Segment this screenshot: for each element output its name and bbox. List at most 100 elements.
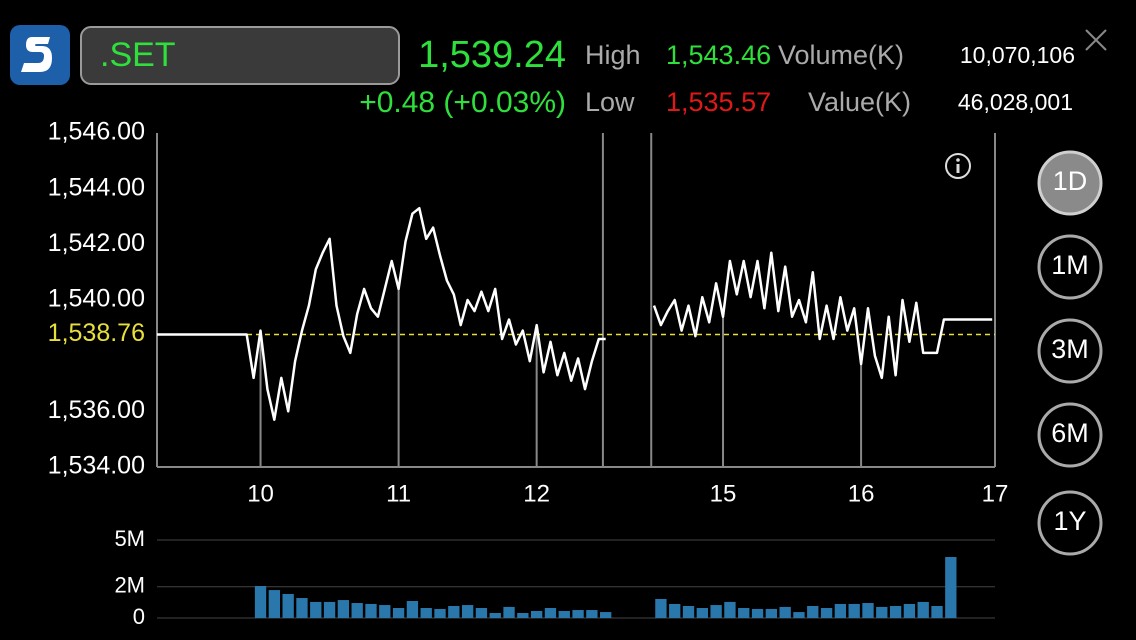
period-button[interactable]: 3M	[1037, 318, 1103, 384]
volume-bar	[793, 612, 805, 618]
volume-bar	[682, 605, 695, 618]
volume-bar	[268, 590, 281, 618]
volume-bar	[530, 610, 543, 618]
volume-bar	[337, 600, 350, 618]
charts: 1,534.00 1,536.00 1,540.00 1,542.00 1,544.00…	[48, 118, 1009, 629]
period-ring	[1037, 490, 1103, 556]
period-ring	[1037, 402, 1103, 468]
volume-bar	[461, 605, 474, 618]
volume-bar	[503, 606, 515, 618]
period-button[interactable]: 1D	[1037, 150, 1103, 216]
volume-label: Volume(K)	[778, 40, 904, 70]
last-price: 1,539.24	[418, 34, 566, 76]
volume-bar	[876, 606, 888, 618]
volume-bar	[751, 608, 764, 618]
period-label: 1Y	[1053, 506, 1086, 536]
y-tick-label: 1,536.00	[48, 396, 145, 424]
high-label: High	[585, 40, 641, 70]
x-tick-label: 10	[247, 480, 274, 507]
volume-bar	[669, 603, 681, 618]
logo-tile	[10, 25, 70, 85]
price-line	[157, 206, 993, 421]
high-value: 1,543.46	[666, 40, 771, 70]
volume-bar	[379, 605, 391, 618]
volume-bar	[834, 603, 847, 618]
volume-bar	[738, 608, 750, 618]
y-tick-label: 1,540.00	[48, 285, 145, 313]
volume-value: 10,070,106	[960, 42, 1075, 68]
volume-bar	[931, 605, 943, 618]
y-tick-label: 5M	[114, 526, 145, 551]
y-tick-label: 0	[133, 604, 145, 629]
volume-bar	[600, 612, 612, 618]
volume-bar	[572, 610, 584, 618]
x-tick-label: 15	[710, 480, 737, 507]
volume-bar	[558, 610, 570, 618]
volume-bar	[544, 608, 557, 618]
y-tick-label: 2M	[114, 573, 145, 598]
volume-bar	[310, 601, 322, 618]
volume-bar	[489, 613, 501, 618]
y-tick-label: 1,544.00	[48, 173, 145, 201]
volume-bar	[517, 613, 529, 618]
volume-bar	[406, 600, 419, 618]
close-button[interactable]	[1085, 29, 1107, 51]
low-value: 1,535.57	[666, 87, 771, 117]
volume-bar	[586, 610, 598, 618]
period-label: 6M	[1051, 418, 1089, 448]
x-tick-label: 17	[982, 480, 1009, 507]
period-button[interactable]: 6M	[1037, 402, 1103, 468]
volume-bar	[296, 598, 308, 618]
info-ring	[945, 153, 971, 179]
volume-bar	[945, 557, 957, 618]
volume-bar	[282, 593, 294, 618]
close-stroke	[1085, 29, 1107, 51]
reference-label: 1,538.76	[48, 319, 145, 347]
x-tick-label: 12	[523, 480, 550, 507]
volume-bar	[351, 603, 363, 618]
volume-bar	[848, 603, 860, 618]
volume-bar	[696, 608, 708, 618]
volume-bar	[807, 605, 819, 618]
symbol: .SET	[100, 36, 176, 74]
period-button[interactable]: 1M	[1037, 234, 1103, 300]
period-buttons: 1D 1M 3M 6M 1Y	[1037, 150, 1103, 556]
volume-bar	[862, 603, 874, 618]
value-label: Value(K)	[808, 87, 911, 117]
info-stem	[956, 164, 960, 173]
volume-bar	[434, 608, 446, 618]
logo-glyph	[21, 37, 52, 72]
period-ring	[1037, 150, 1103, 216]
y-tick-label: 1,534.00	[48, 452, 145, 480]
app-logo[interactable]	[10, 25, 70, 85]
volume-bar	[475, 608, 488, 618]
volume-bar	[765, 608, 778, 618]
volume-bar	[724, 601, 736, 618]
volume-bar	[655, 598, 667, 618]
period-button[interactable]: 1Y	[1037, 490, 1103, 556]
period-label: 1M	[1051, 250, 1089, 280]
volume-bar	[254, 586, 267, 618]
volume-bar	[365, 603, 377, 618]
low-label: Low	[585, 87, 635, 117]
volume-bar	[448, 605, 460, 618]
volume-bar	[323, 601, 336, 618]
period-label: 3M	[1051, 334, 1089, 364]
period-ring	[1037, 318, 1103, 384]
symbol-box[interactable]	[80, 26, 400, 85]
volume-bar	[889, 605, 902, 618]
period-ring	[1037, 234, 1103, 300]
volume-bar	[820, 608, 833, 618]
x-tick-label: 11	[386, 480, 411, 507]
y-tick-label: 1,542.00	[48, 229, 145, 257]
info-button[interactable]	[945, 153, 971, 179]
volume-bar	[779, 606, 791, 618]
value-value: 46,028,001	[958, 89, 1073, 115]
volume-bar	[420, 608, 432, 618]
volume-bar	[710, 605, 722, 618]
volume-bar	[903, 603, 916, 618]
y-tick-label: 1,546.00	[48, 118, 145, 146]
volume-bar	[917, 601, 929, 618]
